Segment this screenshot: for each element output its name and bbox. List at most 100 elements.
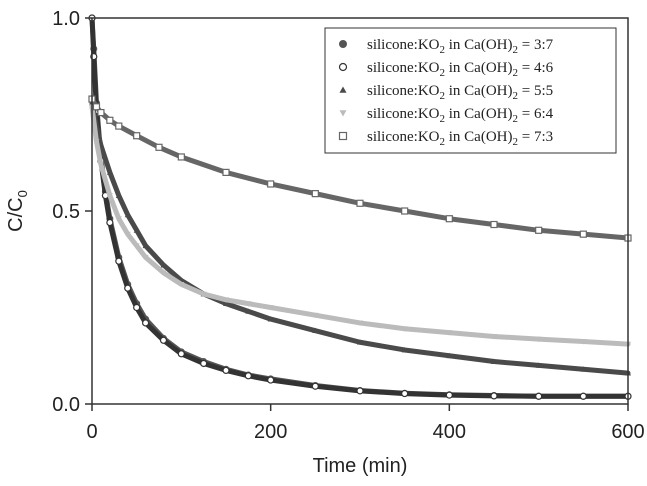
legend-label-part: 2: [440, 136, 446, 148]
legend-label-part: silicone:KO: [367, 60, 440, 76]
data-point: [160, 262, 167, 268]
data-point: [339, 40, 347, 48]
legend-item: silicone:KO2 in Ca(OH)2 = 5:5: [339, 83, 553, 102]
series-5: [88, 95, 632, 242]
data-point: [92, 103, 101, 111]
data-point: [339, 110, 347, 117]
legend-label-part: in Ca(OH): [445, 37, 513, 53]
data-point: [579, 230, 587, 238]
legend-label-part: silicone:KO: [367, 129, 440, 145]
data-point: [245, 308, 252, 314]
data-point: [223, 300, 229, 307]
legend-label-part: 2: [440, 90, 446, 102]
data-point: [177, 153, 185, 161]
data-point: [267, 316, 274, 322]
legend-label-part: 2: [440, 44, 446, 56]
data-point: [356, 199, 364, 207]
legend-label: silicone:KO2 in Ca(OH)2 = 3:7: [367, 37, 554, 56]
legend-label-part: in Ca(OH): [445, 60, 513, 76]
legend-label-part: 2: [513, 67, 519, 79]
y-axis-label-subscript: 0: [15, 190, 30, 197]
data-point: [535, 362, 542, 368]
x-tick-label: 400: [433, 421, 466, 443]
data-point: [312, 327, 319, 334]
legend-label-part: = 5:5: [518, 83, 553, 99]
y-axis-label: C/C0: [5, 190, 30, 232]
data-point: [178, 281, 185, 288]
data-point: [124, 211, 131, 218]
y-tick-label: 0.0: [52, 394, 80, 416]
data-point: [115, 216, 122, 222]
data-point: [446, 352, 453, 359]
data-point: [115, 122, 123, 130]
x-tick-label: 200: [254, 421, 287, 443]
data-point: [445, 391, 453, 399]
legend-label: silicone:KO2 in Ca(OH)2 = 7:3: [367, 129, 553, 148]
data-point: [133, 243, 140, 249]
data-point: [222, 168, 230, 176]
data-point: [580, 339, 587, 345]
axis-ticks: 0 200 400 600 0.0 0.5 1.0: [52, 8, 645, 443]
data-point: [177, 350, 185, 358]
data-point: [93, 139, 100, 145]
data-point: [267, 305, 274, 311]
data-point: [401, 389, 409, 398]
data-point: [133, 132, 141, 140]
legend: silicone:KO2 in Ca(OH)2 = 3:7silicone:KO…: [324, 27, 617, 154]
data-point: [445, 215, 453, 223]
plot-marks: [88, 14, 632, 400]
y-axis-label-main: C/C: [5, 197, 27, 231]
legend-label-part: = 6:4: [518, 106, 554, 122]
data-point: [535, 392, 543, 400]
legend-box: [324, 27, 617, 154]
series-line: [89, 15, 631, 399]
data-point: [200, 359, 208, 368]
x-tick-label: 0: [86, 421, 97, 443]
series-2: [88, 14, 632, 400]
data-point: [357, 339, 363, 345]
data-point: [356, 387, 364, 395]
legend-label-part: = 3:7: [518, 37, 554, 53]
data-point: [535, 226, 543, 234]
legend-label-part: in Ca(OH): [445, 83, 513, 99]
y-tick-label: 1.0: [52, 8, 80, 30]
legend-label-part: = 7:3: [518, 129, 553, 145]
legend-item: silicone:KO2 in Ca(OH)2 = 6:4: [339, 106, 554, 125]
data-point: [200, 291, 207, 297]
data-point: [159, 336, 168, 344]
legend-label-part: 2: [440, 113, 446, 125]
data-point: [106, 169, 113, 175]
data-point: [311, 190, 319, 198]
legend-item: silicone:KO2 in Ca(OH)2 = 7:3: [338, 129, 553, 148]
data-point: [338, 131, 348, 141]
data-point: [267, 376, 275, 384]
data-point: [446, 330, 453, 336]
data-point: [160, 270, 167, 276]
legend-label: silicone:KO2 in Ca(OH)2 = 4:6: [367, 60, 554, 79]
data-point: [401, 346, 408, 353]
data-point: [491, 358, 497, 364]
legend-label-part: in Ca(OH): [445, 129, 513, 145]
legend-label-part: silicone:KO: [367, 83, 440, 99]
data-point: [155, 143, 163, 151]
data-point: [133, 303, 141, 312]
legend-label-part: silicone:KO: [367, 37, 440, 53]
legend-label: silicone:KO2 in Ca(OH)2 = 5:5: [367, 83, 553, 102]
series-line: [89, 104, 631, 347]
legend-label: silicone:KO2 in Ca(OH)2 = 6:4: [367, 106, 554, 125]
data-point: [115, 192, 122, 198]
data-point: [106, 193, 113, 199]
data-point: [579, 392, 587, 400]
legend-label-part: 2: [513, 113, 519, 125]
data-point: [244, 372, 252, 380]
data-point: [535, 336, 542, 343]
legend-label-part: = 4:6: [518, 60, 554, 76]
data-point: [142, 319, 150, 327]
data-point: [222, 366, 230, 375]
data-point: [106, 218, 114, 227]
data-point: [142, 242, 149, 249]
x-tick-label: 600: [611, 421, 644, 443]
data-point: [401, 326, 408, 332]
legend-label-part: 2: [513, 90, 519, 102]
